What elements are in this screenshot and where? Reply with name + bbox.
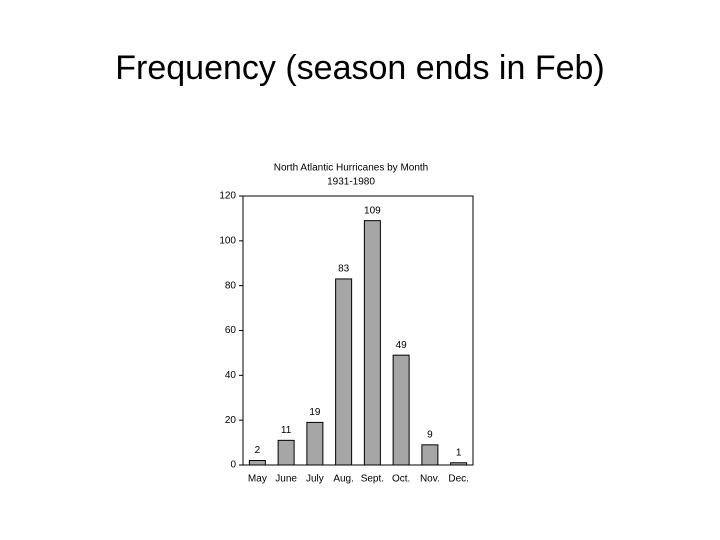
x-tick-label: Oct. (392, 474, 410, 485)
y-tick-label: 0 (230, 460, 236, 471)
bar (335, 278, 353, 466)
x-tick-label: May (248, 474, 267, 485)
value-label: 11 (281, 425, 292, 436)
bar (421, 444, 439, 466)
x-tick-label: Aug. (333, 474, 354, 485)
x-tick-label: Dec. (448, 474, 469, 485)
chart-subtitle: 1931-1980 (327, 177, 375, 188)
value-label: 9 (427, 429, 433, 440)
x-tick-label: June (275, 474, 297, 485)
y-tick-label: 80 (225, 280, 237, 291)
y-tick-label: 120 (219, 191, 236, 202)
x-tick-label: July (306, 474, 324, 485)
chart-title: North Atlantic Hurricanes by Month (274, 163, 429, 174)
value-label: 49 (396, 340, 408, 351)
y-tick-label: 100 (219, 235, 236, 246)
y-tick-label: 60 (225, 325, 237, 336)
x-tick-label: Nov. (420, 474, 440, 485)
bar (450, 462, 468, 466)
bar (248, 460, 266, 466)
value-label: 109 (364, 205, 381, 216)
value-label: 2 (255, 445, 261, 456)
y-tick-label: 40 (225, 370, 237, 381)
plot-frame (242, 195, 474, 466)
value-label: 19 (309, 407, 321, 418)
bar (277, 439, 295, 466)
value-label: 1 (456, 447, 462, 458)
bar (306, 421, 324, 466)
x-tick-label: Sept. (361, 474, 384, 485)
bar (363, 220, 381, 466)
value-label: 83 (338, 264, 350, 275)
y-tick-label: 20 (225, 415, 237, 426)
bar (392, 354, 410, 466)
slide-title: Frequency (season ends in Feb) (115, 49, 604, 87)
